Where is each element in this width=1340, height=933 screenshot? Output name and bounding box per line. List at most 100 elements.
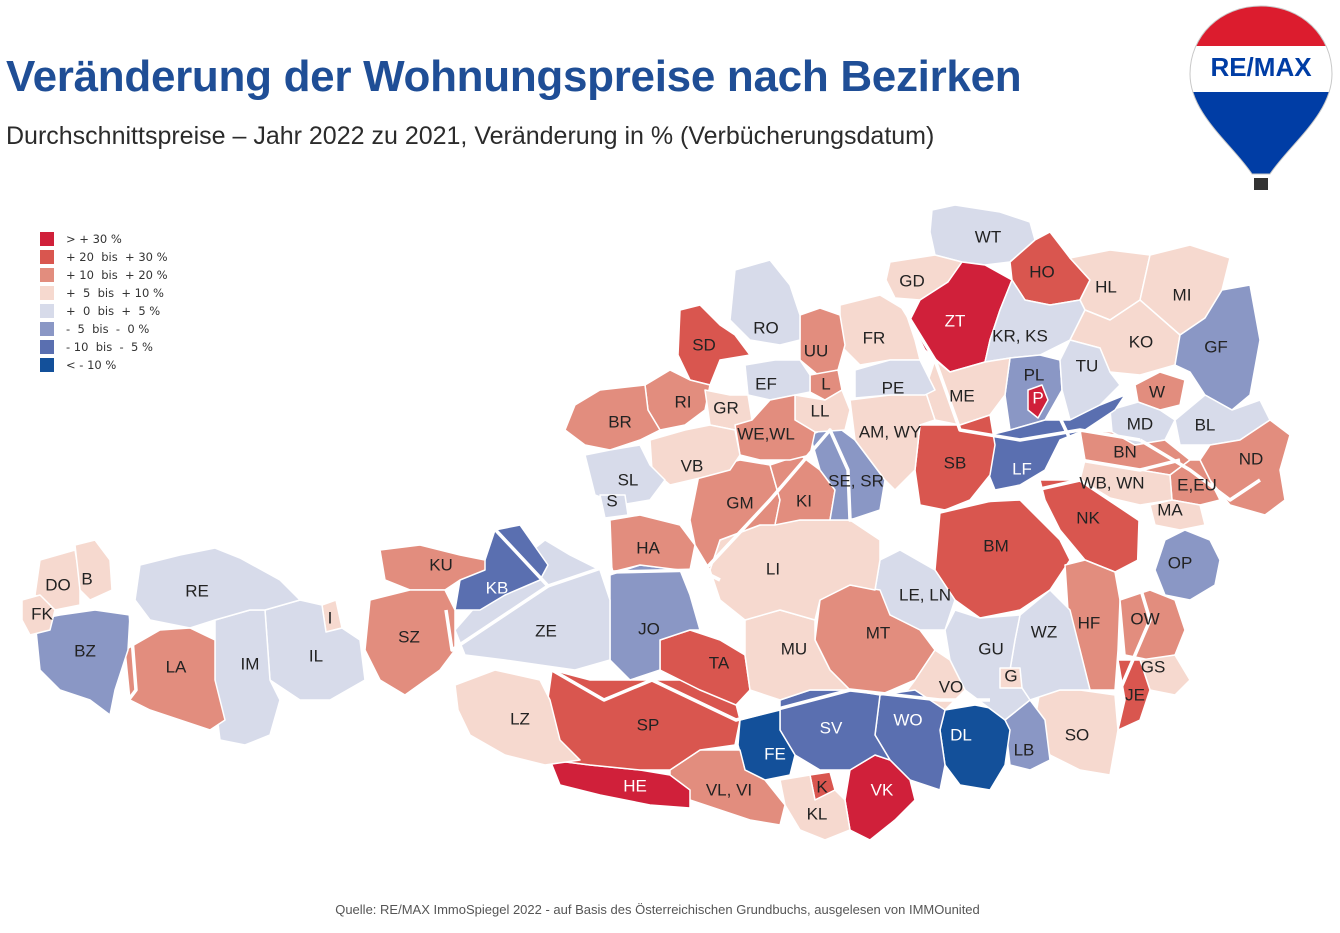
district-label-vk: VK — [871, 780, 894, 799]
district-label-ow: OW — [1130, 609, 1159, 628]
district-uu — [799, 307, 846, 376]
district-label-wz: WZ — [1031, 622, 1057, 641]
district-label-ki: KI — [796, 491, 812, 510]
district-label-vo: VO — [939, 677, 964, 696]
district-ta — [659, 629, 751, 706]
district-g — [999, 667, 1023, 689]
district-bz — [34, 609, 131, 716]
legend-item: < - 10 % — [40, 356, 168, 374]
district-label-vl-vi: VL, VI — [706, 780, 752, 799]
district-kl — [779, 774, 851, 841]
district-label-i: I — [328, 608, 333, 627]
district-label-im: IM — [241, 654, 260, 673]
district-label-am-wy: AM, WY — [859, 422, 921, 441]
district-ro — [729, 259, 801, 346]
district-label-lb: LB — [1014, 740, 1035, 759]
district-label-wt: WT — [975, 227, 1001, 246]
district-we-wl — [734, 394, 816, 461]
legend-item: + 20 bis + 30 % — [40, 248, 168, 266]
district-il — [264, 599, 366, 701]
district-label-ll: LL — [811, 401, 830, 420]
district-br — [564, 384, 661, 451]
district-label-g: G — [1004, 666, 1017, 685]
district-label-pl: PL — [1024, 365, 1045, 384]
district-label-bm: BM — [983, 536, 1009, 555]
logo-wordmark: RE/MAX — [1210, 52, 1312, 82]
district-label-fk: FK — [31, 604, 53, 623]
district-label-ma: MA — [1157, 500, 1183, 519]
source-note: Quelle: RE/MAX ImmoSpiegel 2022 - auf Ba… — [335, 902, 980, 917]
district-label-sl: SL — [618, 470, 639, 489]
district-kb — [454, 524, 549, 611]
district-label-e-eu: E,EU — [1177, 475, 1217, 494]
district-label-se-sr: SE, SR — [828, 471, 884, 490]
district-label-kr-ks: KR, KS — [992, 326, 1048, 345]
district-label-br: BR — [608, 412, 632, 431]
district-ef — [744, 359, 811, 401]
legend-swatch — [40, 250, 54, 264]
district-label-pe: PE — [882, 378, 905, 397]
district-label-gd: GD — [899, 271, 925, 290]
district-label-w: W — [1149, 382, 1165, 401]
district-label-la: LA — [166, 657, 187, 676]
remax-balloon-logo: RE/MAX — [1189, 5, 1333, 190]
district-lf — [984, 394, 1126, 491]
district-p — [1027, 384, 1049, 419]
district-label-je: JE — [1125, 685, 1145, 704]
district-label-me: ME — [949, 386, 975, 405]
district-label-l: L — [821, 374, 830, 393]
legend-swatch — [40, 304, 54, 318]
district-label-tu: TU — [1076, 356, 1099, 375]
district-label-fe: FE — [764, 744, 786, 763]
district-gu — [944, 609, 1031, 721]
district-label-li: LI — [766, 559, 780, 578]
district-label-le-ln: LE, LN — [899, 585, 951, 604]
district-label-lf: LF — [1012, 459, 1032, 478]
district-label-sv: SV — [820, 718, 843, 737]
district-label-hl: HL — [1095, 277, 1117, 296]
district-label-sz: SZ — [398, 627, 420, 646]
district-ma — [1149, 499, 1206, 531]
district-label-bl: BL — [1195, 415, 1216, 434]
legend-item: + 10 bis + 20 % — [40, 266, 168, 284]
district-label-p: P — [1032, 388, 1043, 407]
district-label-op: OP — [1168, 553, 1193, 572]
district-label-il: IL — [309, 646, 323, 665]
district-ku — [379, 544, 486, 591]
district-label-gr: GR — [713, 398, 739, 417]
legend-label: > + 30 % — [66, 232, 122, 246]
district-ow — [1119, 589, 1186, 661]
legend-swatch — [40, 358, 54, 372]
district-label-ef: EF — [755, 374, 777, 393]
district-label-mt: MT — [866, 623, 891, 642]
legend-label: + 5 bis + 10 % — [66, 286, 164, 300]
district-label-ri: RI — [675, 392, 692, 411]
district-label-uu: UU — [804, 341, 829, 360]
district-label-kb: KB — [486, 578, 509, 597]
legend-label: + 20 bis + 30 % — [66, 250, 168, 264]
district-label-ta: TA — [709, 653, 730, 672]
district-tu — [1059, 339, 1121, 421]
district-label-sd: SD — [692, 335, 716, 354]
district-label-md: MD — [1127, 414, 1153, 433]
district-label-ho: HO — [1029, 262, 1055, 281]
legend-swatch — [40, 322, 54, 336]
district-label-s: S — [606, 491, 617, 510]
district-sz — [364, 589, 456, 696]
legend-swatch — [40, 286, 54, 300]
legend-label: + 0 bis + 5 % — [66, 304, 161, 318]
district-label-wb-wn: WB, WN — [1079, 473, 1144, 492]
district-lz — [454, 669, 581, 766]
legend-item: - 5 bis - 0 % — [40, 320, 168, 338]
district-fk — [21, 594, 56, 636]
legend-swatch — [40, 268, 54, 282]
district-sd — [677, 304, 751, 386]
district-label-k: K — [816, 777, 828, 796]
district-label-gu: GU — [978, 639, 1004, 658]
district-label-hf: HF — [1078, 613, 1101, 632]
district-label-re: RE — [185, 581, 209, 600]
legend-item: - 10 bis - 5 % — [40, 338, 168, 356]
district-label-do: DO — [45, 575, 71, 594]
district-label-kl: KL — [807, 804, 828, 823]
district-label-sb: SB — [944, 453, 967, 472]
